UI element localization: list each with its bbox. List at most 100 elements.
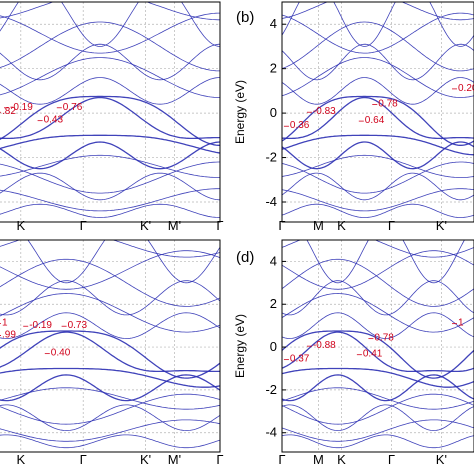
band-gap-annotation: 0.41 bbox=[363, 349, 383, 360]
k-point-label: K bbox=[337, 452, 346, 467]
plot-frame bbox=[0, 1, 221, 223]
plot-frame bbox=[281, 1, 474, 223]
band-line bbox=[282, 57, 474, 99]
band-line bbox=[282, 21, 474, 72]
band-line bbox=[282, 331, 474, 373]
band-line bbox=[0, 21, 220, 72]
k-point-label: K bbox=[337, 218, 346, 233]
band-line bbox=[282, 203, 474, 218]
band-line bbox=[282, 280, 474, 316]
panel-4: 420-2-4Γ M K Γ K'(d)Energy (eV) -0.880.370.78… bbox=[233, 239, 474, 467]
band-gap-annotation: 0.40 bbox=[51, 348, 71, 359]
band-line bbox=[0, 134, 220, 154]
band-line bbox=[0, 240, 220, 258]
band-line bbox=[0, 374, 220, 402]
band-gap-annotation: .82 bbox=[2, 106, 16, 117]
band-line bbox=[0, 419, 220, 442]
band-gap-annotation: -0.19 bbox=[10, 102, 33, 113]
band-gap-annotation: 0.36 bbox=[290, 120, 310, 131]
k-point-label: K' bbox=[140, 218, 151, 233]
band-line bbox=[0, 154, 220, 178]
bands-group bbox=[282, 2, 474, 218]
k-point-label: M' bbox=[168, 218, 181, 233]
band-line bbox=[0, 250, 220, 290]
band-line bbox=[0, 172, 220, 201]
band-line bbox=[0, 393, 220, 425]
k-point-label: Γ bbox=[80, 452, 87, 467]
band-line bbox=[0, 2, 220, 47]
band-line bbox=[282, 95, 474, 146]
band-line bbox=[282, 141, 474, 170]
band-line bbox=[282, 393, 474, 425]
band-line bbox=[0, 280, 220, 316]
k-point-label: Γ bbox=[388, 452, 395, 467]
band-gap-annotation: 1 bbox=[2, 318, 8, 329]
bands-group bbox=[282, 240, 474, 449]
y-tick-label: 4 bbox=[270, 16, 277, 31]
y-tick-label: -2 bbox=[265, 150, 277, 165]
band-line bbox=[0, 77, 220, 105]
band-line bbox=[282, 367, 474, 388]
band-line bbox=[282, 43, 474, 81]
band-line bbox=[282, 96, 474, 140]
band-line bbox=[0, 12, 220, 54]
k-point-label: K' bbox=[436, 218, 447, 233]
plot-frame bbox=[0, 239, 221, 453]
k-point-label: M bbox=[313, 452, 324, 467]
y-tick-label: 0 bbox=[270, 339, 277, 354]
band-line bbox=[0, 331, 220, 373]
band-gap-annotation: .99 bbox=[2, 329, 16, 340]
band-line bbox=[0, 2, 220, 21]
band-line bbox=[0, 57, 220, 98]
band-line bbox=[0, 293, 220, 333]
k-point-label: Γ bbox=[216, 218, 223, 233]
band-gap-annotation: 0.76 bbox=[63, 102, 83, 113]
band-line bbox=[0, 404, 220, 432]
k-point-label: M bbox=[313, 218, 324, 233]
band-gap-annotation: 0.37 bbox=[290, 354, 310, 365]
band-gap-annotation: 1 bbox=[458, 318, 464, 329]
band-line bbox=[0, 258, 220, 307]
band-line bbox=[282, 374, 474, 402]
panel-letter: (d) bbox=[236, 249, 254, 266]
band-line bbox=[282, 2, 474, 21]
band-line bbox=[0, 43, 220, 81]
plot-frame bbox=[281, 239, 474, 453]
k-point-label: M' bbox=[168, 452, 181, 467]
band-line bbox=[0, 434, 220, 449]
y-tick-label: 4 bbox=[270, 253, 277, 268]
band-line bbox=[306, 240, 465, 284]
band-gap-annotation: 0.78 bbox=[378, 98, 398, 109]
y-axis-title: Energy (eV) bbox=[233, 314, 247, 378]
band-line bbox=[282, 2, 474, 47]
band-line bbox=[27, 240, 220, 284]
band-line bbox=[282, 434, 474, 449]
band-line bbox=[0, 141, 220, 170]
panel-3: K Γ K' M' Γ 1.99 -0.19 0.73 0.40 bbox=[0, 239, 224, 467]
band-gap-annotation: 0.20 bbox=[458, 83, 474, 94]
k-point-label: Γ bbox=[216, 452, 223, 467]
band-gap-annotation: 0.64 bbox=[365, 115, 385, 126]
band-line bbox=[0, 96, 220, 140]
y-tick-label: 0 bbox=[270, 105, 277, 120]
panel-2: 420-2-4Γ M K Γ K'(b)Energy (eV) -0.830.360.78… bbox=[233, 1, 474, 233]
band-gap-annotation: 0.73 bbox=[68, 320, 88, 331]
band-line bbox=[0, 387, 220, 410]
band-gap-annotation: -0.19 bbox=[29, 320, 52, 331]
band-gap-annotation: -0.88 bbox=[313, 340, 336, 351]
y-tick-label: -4 bbox=[265, 425, 277, 440]
band-gap-annotation: 0.43 bbox=[44, 115, 64, 126]
band-line bbox=[282, 172, 474, 201]
band-line bbox=[282, 77, 474, 105]
band-line bbox=[282, 258, 474, 307]
y-tick-label: -4 bbox=[265, 194, 277, 209]
panel-1: K Γ K' M' Γ -0.19.82 0.76 0.43 bbox=[0, 1, 224, 233]
y-tick-label: 2 bbox=[270, 61, 277, 76]
band-line bbox=[282, 404, 474, 432]
k-point-label: Γ bbox=[278, 452, 285, 467]
y-tick-label: 2 bbox=[270, 296, 277, 311]
band-line bbox=[0, 203, 220, 219]
band-line bbox=[282, 154, 474, 178]
